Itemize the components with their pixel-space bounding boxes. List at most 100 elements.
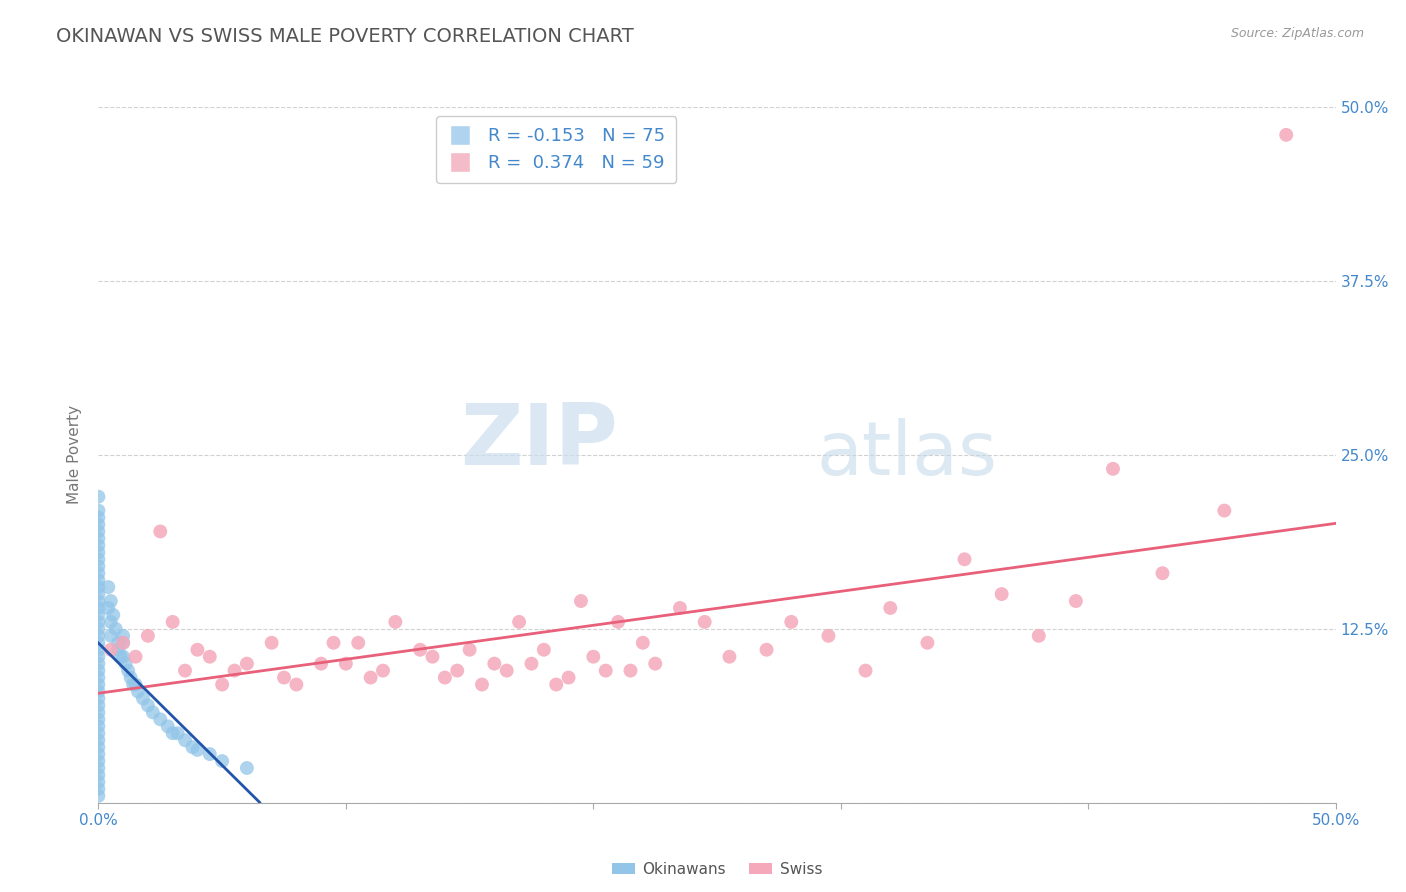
Point	[87, 789, 110, 803]
Point	[87, 503, 110, 517]
Point	[595, 664, 617, 678]
Point	[87, 775, 110, 789]
Point	[87, 740, 110, 755]
Point	[87, 726, 110, 740]
Point	[87, 657, 110, 671]
Point	[360, 671, 382, 685]
Point	[198, 649, 221, 664]
Point	[990, 587, 1012, 601]
Point	[186, 642, 208, 657]
Point	[110, 649, 132, 664]
Point	[322, 636, 344, 650]
Point	[87, 719, 110, 733]
Point	[103, 607, 125, 622]
Point	[260, 636, 283, 650]
Point	[87, 615, 110, 629]
Point	[87, 664, 110, 678]
Point	[112, 629, 135, 643]
Point	[446, 664, 468, 678]
Point	[718, 649, 741, 664]
Point	[87, 517, 110, 532]
Point	[87, 552, 110, 566]
Point	[162, 615, 184, 629]
Point	[87, 594, 110, 608]
Point	[114, 657, 136, 671]
Point	[1064, 594, 1087, 608]
Point	[112, 636, 135, 650]
Point	[87, 559, 110, 574]
Point	[211, 754, 233, 768]
Point	[1102, 462, 1125, 476]
Point	[669, 601, 692, 615]
Point	[124, 649, 146, 664]
Point	[87, 573, 110, 587]
Point	[87, 629, 110, 643]
Point	[87, 691, 110, 706]
Point	[224, 664, 246, 678]
Point	[458, 642, 481, 657]
Point	[181, 740, 204, 755]
Point	[112, 636, 135, 650]
Point	[347, 636, 370, 650]
Point	[780, 615, 803, 629]
Point	[87, 642, 110, 657]
Point	[156, 719, 179, 733]
Point	[112, 649, 135, 664]
Point	[335, 657, 357, 671]
Point	[100, 615, 122, 629]
Point	[174, 733, 197, 747]
Point	[136, 698, 159, 713]
Text: Source: ZipAtlas.com: Source: ZipAtlas.com	[1230, 27, 1364, 40]
Point	[1152, 566, 1174, 581]
Text: ZIP: ZIP	[460, 400, 619, 483]
Point	[495, 664, 517, 678]
Point	[87, 677, 110, 691]
Point	[236, 657, 259, 671]
Point	[87, 510, 110, 524]
Point	[309, 657, 332, 671]
Point	[100, 642, 122, 657]
Point	[755, 642, 778, 657]
Point	[520, 657, 543, 671]
Text: OKINAWAN VS SWISS MALE POVERTY CORRELATION CHART: OKINAWAN VS SWISS MALE POVERTY CORRELATI…	[56, 27, 634, 45]
Point	[557, 671, 579, 685]
Point	[87, 532, 110, 546]
Point	[87, 538, 110, 552]
Point	[87, 524, 110, 539]
Point	[508, 615, 530, 629]
Point	[120, 671, 142, 685]
Point	[546, 677, 568, 691]
Point	[484, 657, 506, 671]
Point	[166, 726, 188, 740]
Point	[87, 781, 110, 796]
Point	[422, 649, 444, 664]
Y-axis label: Male Poverty: Male Poverty	[67, 405, 83, 505]
Point	[117, 664, 139, 678]
Point	[87, 490, 110, 504]
Point	[100, 629, 122, 643]
Point	[87, 566, 110, 581]
Point	[127, 684, 149, 698]
Point	[87, 587, 110, 601]
Point	[142, 706, 165, 720]
Point	[817, 629, 839, 643]
Point	[1275, 128, 1298, 142]
Point	[87, 684, 110, 698]
Point	[97, 580, 120, 594]
Point	[87, 580, 110, 594]
Point	[87, 712, 110, 726]
Point	[87, 747, 110, 761]
Point	[198, 747, 221, 761]
Point	[107, 642, 129, 657]
Point	[87, 754, 110, 768]
Point	[162, 726, 184, 740]
Point	[100, 594, 122, 608]
Point	[87, 649, 110, 664]
Point	[1028, 629, 1050, 643]
Point	[582, 649, 605, 664]
Point	[149, 712, 172, 726]
Point	[87, 733, 110, 747]
Point	[607, 615, 630, 629]
Point	[87, 768, 110, 782]
Point	[174, 664, 197, 678]
